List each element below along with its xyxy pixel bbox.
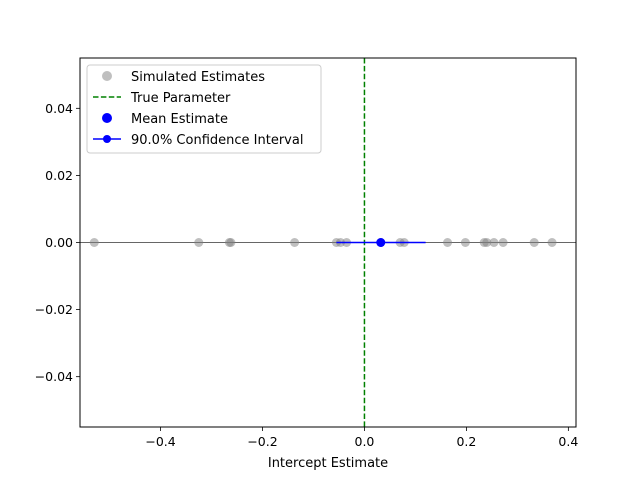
simulated-estimate-point	[489, 238, 499, 247]
x-tick-label: 0.0	[355, 434, 375, 449]
x-tick-label: −0.4	[145, 434, 175, 449]
x-tick-label: 0.2	[456, 434, 476, 449]
y-tick-label: 0.04	[45, 101, 73, 116]
legend-label-simulated: Simulated Estimates	[131, 70, 265, 85]
simulated-estimate-point	[482, 238, 492, 247]
simulated-estimate-point	[89, 238, 99, 247]
x-axis-ticks: −0.4 −0.2 0.0 0.2 0.4	[145, 427, 578, 449]
y-tick-label: −0.02	[35, 302, 73, 317]
simulated-estimate-point	[529, 238, 539, 247]
legend-frame	[86, 64, 322, 154]
x-tick-label: 0.4	[558, 434, 578, 449]
x-axis-label: Intercept Estimate	[268, 456, 388, 471]
legend-marker-mean	[102, 113, 112, 123]
legend-label-true-parameter: True Parameter	[130, 91, 231, 106]
simulated-estimate-point	[547, 238, 557, 247]
x-tick-label: −0.2	[247, 434, 277, 449]
legend-marker-ci-dot	[103, 135, 111, 143]
simulated-estimate-point	[460, 238, 470, 247]
legend-label-mean: Mean Estimate	[131, 112, 228, 127]
simulated-estimate-point	[290, 238, 300, 247]
simulated-estimate-point	[443, 238, 453, 247]
y-tick-label: 0.00	[45, 235, 73, 250]
y-tick-label: 0.02	[45, 168, 73, 183]
plot-layer	[80, 58, 576, 427]
y-axis-ticks: 0.04 0.02 0.00 −0.02 −0.04	[35, 101, 80, 384]
legend-label-ci: 90.0% Confidence Interval	[131, 133, 303, 148]
simulated-estimate-point	[498, 238, 508, 247]
legend: Simulated Estimates True Parameter Mean …	[86, 64, 322, 154]
mean-estimate-point	[376, 238, 386, 247]
y-tick-label: −0.04	[35, 369, 73, 384]
legend-marker-simulated	[102, 71, 112, 81]
simulated-estimate-point	[226, 238, 236, 247]
simulated-estimate-point	[194, 238, 204, 247]
